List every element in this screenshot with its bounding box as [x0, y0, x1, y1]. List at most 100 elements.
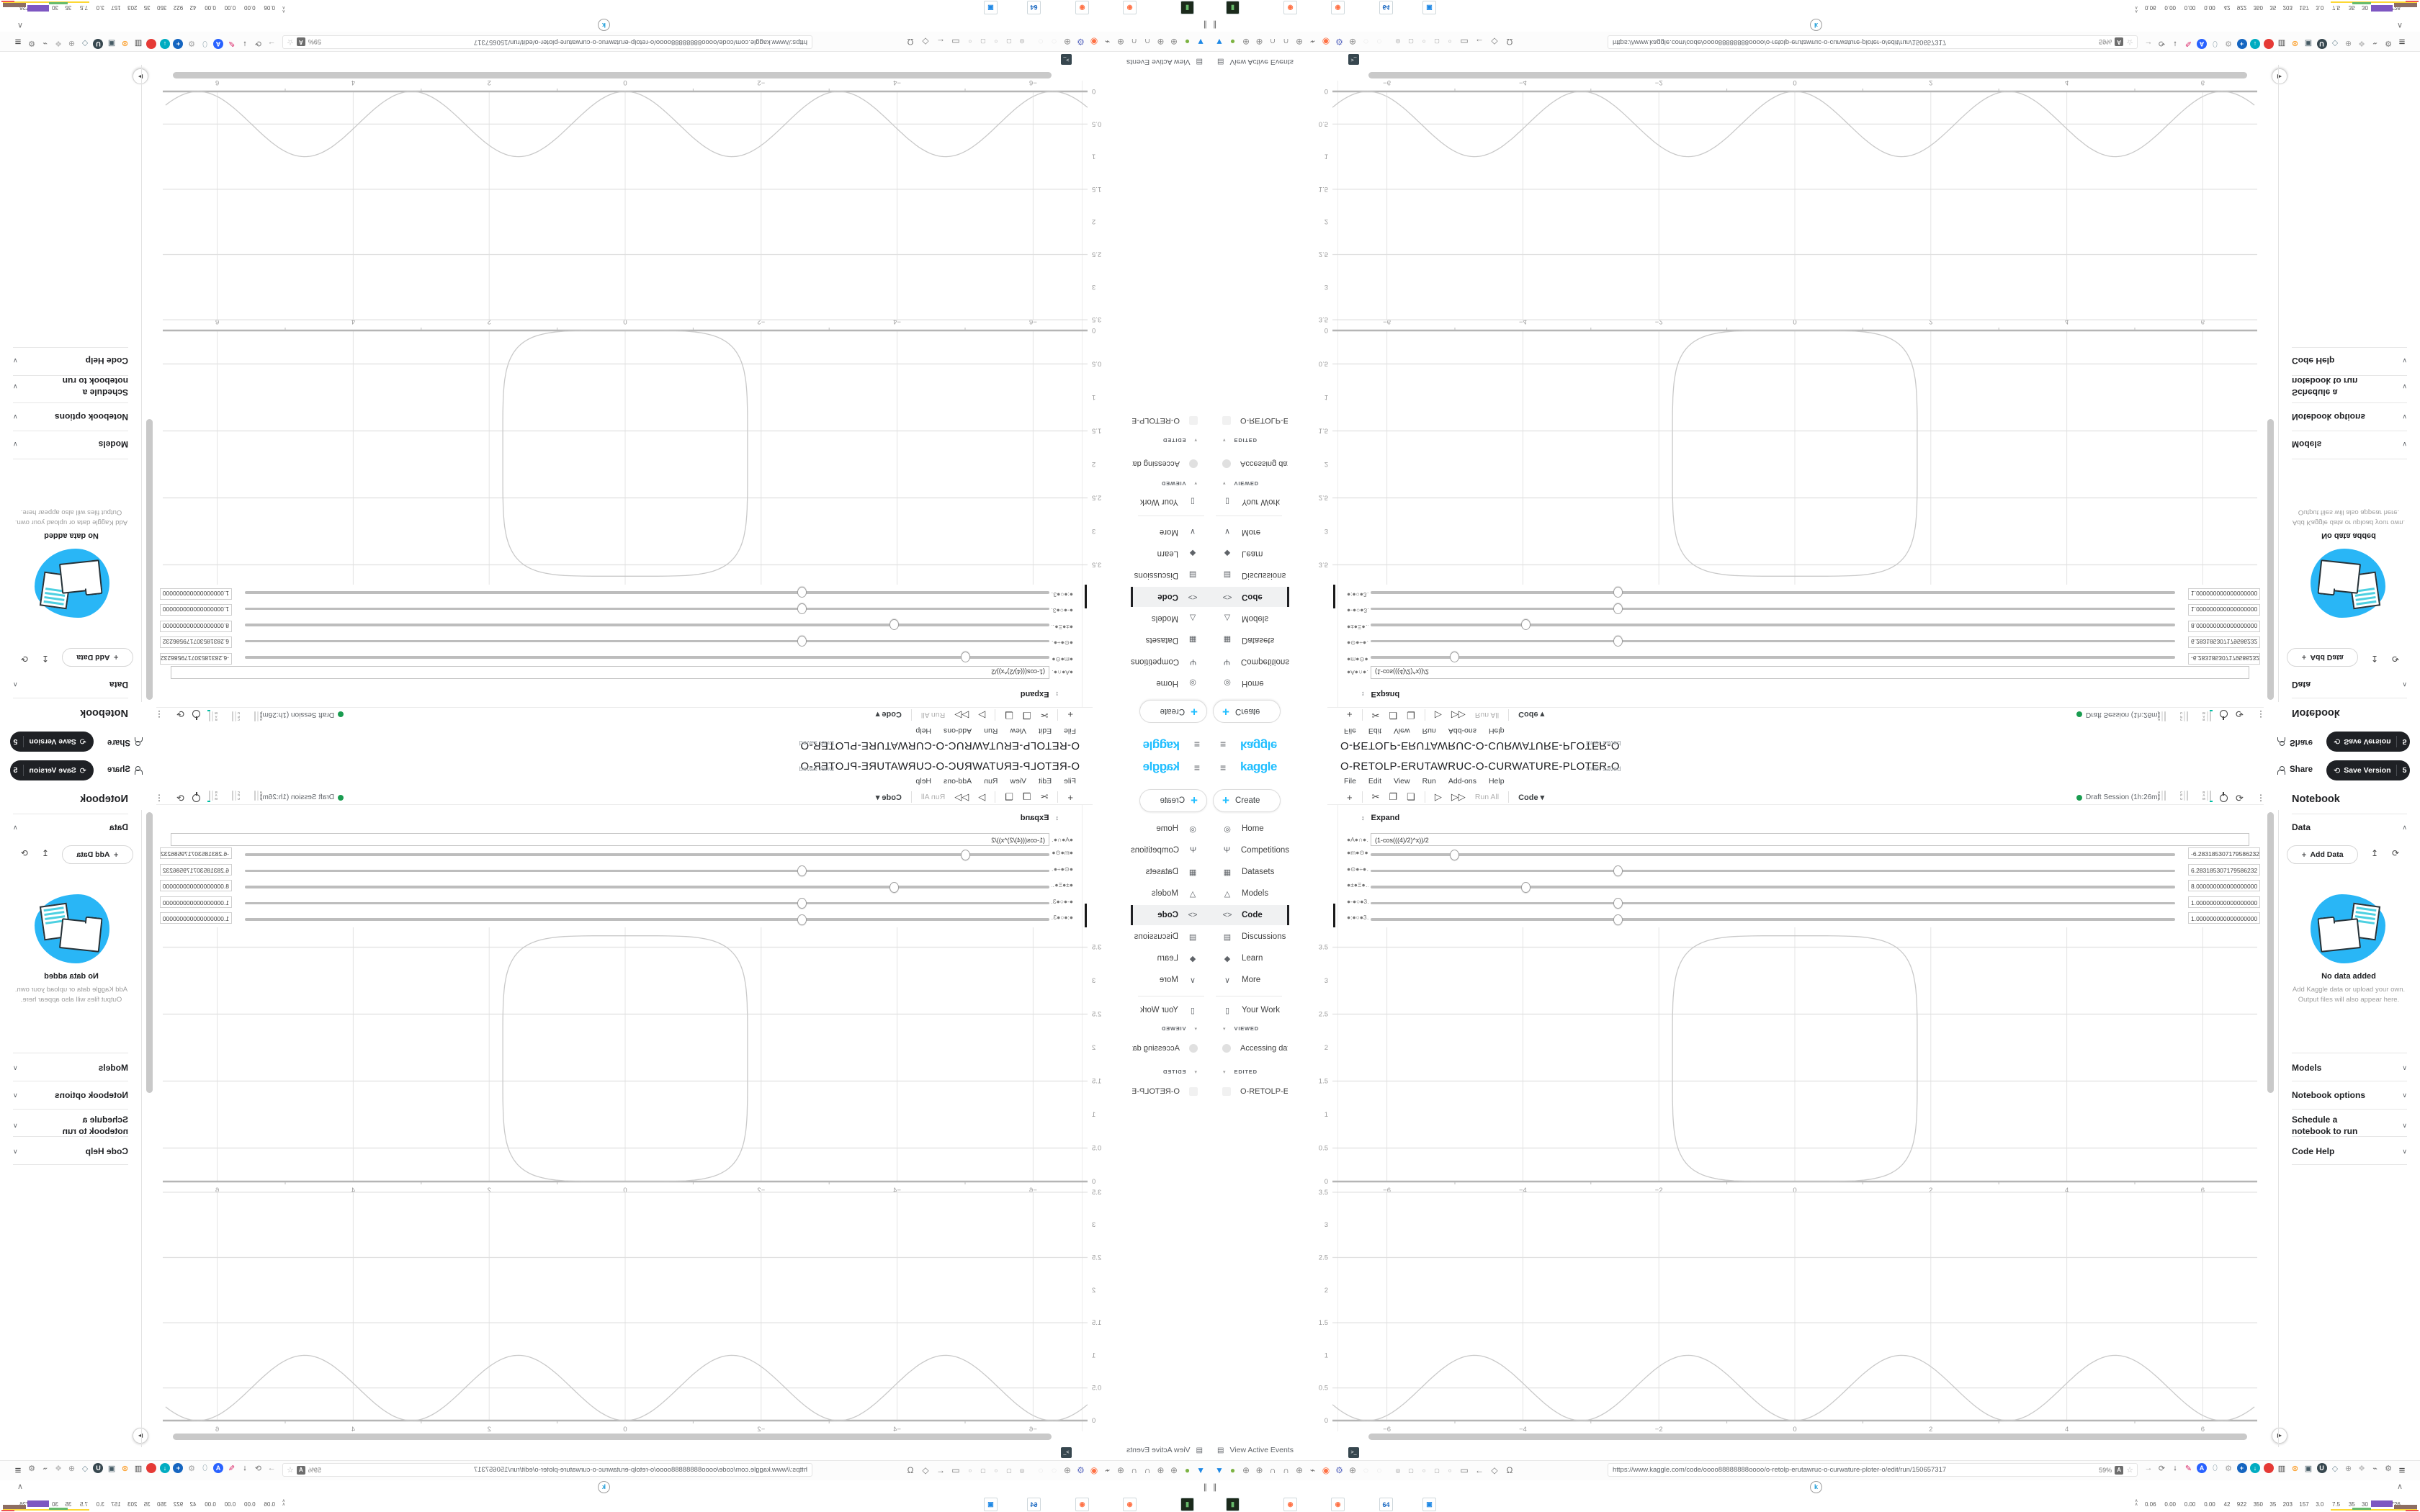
sidebar-item-models[interactable]: △ Models [1131, 883, 1210, 904]
nav-toggle-icon[interactable]: ▢ [1408, 1467, 1414, 1474]
slider-handle[interactable] [960, 849, 970, 860]
panel-section-schedule-a-notebook-to-run[interactable]: Schedule a notebook to run ∨ [2292, 1115, 2407, 1136]
sidebar-item-code[interactable]: <> Code [1210, 905, 1289, 925]
globe2-icon[interactable]: ⊕ [1157, 37, 1165, 47]
add-data-button[interactable]: + Add Data [2287, 845, 2358, 864]
globe-gray-icon[interactable]: ⊕ [2344, 39, 2352, 48]
sidebar-item-models[interactable]: △ Models [1131, 608, 1210, 629]
add-cell-icon[interactable]: + [1347, 709, 1353, 721]
shield-icon[interactable]: ◇ [922, 37, 929, 47]
proxy-dot-icon[interactable]: ● [1229, 1465, 1236, 1475]
run-all-button[interactable]: Run All [1474, 711, 1500, 719]
upload-icon[interactable]: ↥ [2371, 848, 2379, 858]
wrench-icon[interactable]: ⌁ [1104, 37, 1111, 47]
lock-icon[interactable]: Ω [907, 37, 914, 47]
translate-badge-icon[interactable]: A [2115, 1465, 2124, 1475]
sidebar-item-view-active-events[interactable]: ▤ View Active Events [1217, 1446, 1294, 1454]
run-all-icon[interactable]: ▷▷ [954, 791, 969, 802]
hamburger-menu-icon[interactable]: ≡ [1220, 762, 1227, 773]
slider-track[interactable] [1371, 603, 2175, 614]
menu-edit[interactable]: Edit [1038, 726, 1052, 735]
slider-track[interactable] [1371, 898, 2175, 909]
nav-toggle-icon[interactable]: ◎ [1395, 38, 1401, 45]
panel-section-code-help[interactable]: Code Help ∨ [13, 1146, 128, 1156]
pause-icon[interactable]: ∥ [1213, 20, 1218, 29]
formula-input[interactable]: (1-cos(((4)/2)^x))/2 [171, 833, 1049, 846]
location-pin-icon[interactable]: ▼ [1196, 1465, 1205, 1475]
power-icon[interactable] [2220, 710, 2228, 718]
run-all-icon[interactable]: ▷▷ [954, 710, 969, 721]
headset2-icon[interactable]: ∩ [1131, 37, 1137, 47]
sidebar-item-competitions[interactable]: Ψ Competitions [1210, 840, 1289, 860]
menu-file[interactable]: File [1064, 726, 1076, 735]
container-icon[interactable]: ▣ [107, 1464, 116, 1473]
menu-file[interactable]: File [1344, 777, 1356, 786]
globe4-icon[interactable]: ⊕ [1348, 37, 1357, 47]
panel-section-models[interactable]: Models ∨ [2292, 1063, 2407, 1073]
slider-value-input[interactable]: 8.000000000000000000 [160, 620, 232, 632]
panel-section-schedule-a-notebook-to-run[interactable]: Schedule a notebook to run ∨ [13, 1115, 128, 1136]
sidebar-item-code[interactable]: <> Code [1210, 587, 1289, 607]
puzzle-icon[interactable]: ❖ [2358, 39, 2365, 48]
cell-type-dropdown[interactable]: Code ▾ [875, 710, 902, 719]
globe-icon[interactable]: ⊕ [1242, 1465, 1250, 1475]
menu-edit[interactable]: Edit [1368, 726, 1382, 735]
add-cell-icon[interactable]: + [1067, 791, 1073, 803]
kaggle-logo[interactable]: kaggle [1240, 739, 1277, 752]
url-bar[interactable]: https://www.kaggle.com/code/oooo88888888… [282, 1463, 812, 1477]
version-count[interactable]: 5 [2402, 766, 2407, 775]
power-icon[interactable] [192, 710, 200, 718]
browser-menu-icon[interactable]: ≡ [14, 1464, 22, 1477]
ghost-icon[interactable]: ◌ [1363, 1465, 1369, 1475]
cell-type-dropdown[interactable]: Code ▾ [1518, 710, 1545, 719]
paste-cell-icon[interactable]: ❏ [1407, 791, 1415, 802]
scroll-right-button[interactable]: ▶ [133, 1428, 148, 1444]
slider-track[interactable] [1371, 619, 2175, 631]
sidebar-item-your-work[interactable]: ▯ Your Work [1210, 492, 1289, 512]
nav-toggle-icon[interactable]: ○ [1448, 38, 1452, 45]
nav-toggle-icon[interactable]: ○ [968, 38, 972, 45]
downloader-icon[interactable]: ↓ [2250, 1463, 2260, 1473]
trash-icon[interactable]: ▥ [2277, 39, 2286, 48]
translate-badge-icon[interactable]: A [296, 37, 305, 47]
browser-menu-icon[interactable]: ≡ [2398, 35, 2406, 48]
sidebar-item-home[interactable]: ◎ Home [1210, 673, 1289, 693]
proxy-dot-icon[interactable]: ● [1184, 1465, 1191, 1475]
puzzle-icon[interactable]: ❖ [55, 39, 62, 48]
bookmark-star-icon[interactable]: ☆ [2126, 1466, 2133, 1475]
screenshot-tray-icon[interactable]: ▣ [1422, 1, 1436, 14]
sidebar-item-discussions[interactable]: ▤ Discussions [1210, 927, 1289, 947]
sidebar-item-your-work[interactable]: ▯ Your Work [1210, 1000, 1289, 1020]
sidebar-item-your-work[interactable]: ▯ Your Work [1131, 492, 1210, 512]
plus-blue-icon[interactable]: + [2236, 39, 2247, 49]
restart-icon[interactable]: ⟳ [176, 793, 184, 804]
menu-addons[interactable]: Add-ons [944, 777, 972, 786]
slider-value-input[interactable]: -6.283185307179586232 [160, 653, 232, 665]
save-version-button[interactable]: ⟲ Save Version 5 [2326, 760, 2410, 780]
ghost-icon[interactable]: ◌ [1363, 37, 1369, 47]
horizontal-scrollbar[interactable] [1368, 72, 2247, 78]
slider-value-input[interactable]: 1.000000000000000000 [2188, 896, 2260, 908]
proxy-dot-icon[interactable]: ● [1184, 37, 1191, 47]
tab-chevron-icon[interactable]: ∧ [17, 1482, 23, 1491]
slider-track[interactable] [245, 587, 1049, 598]
wrench-icon[interactable]: ⌁ [1309, 37, 1316, 47]
cut-cell-icon[interactable]: ✂ [1040, 710, 1049, 721]
sidebar-group-edited[interactable]: ▾ EDITED [1210, 1068, 1289, 1075]
sidebar-recent-item[interactable]: Accessing datasets wi... [1210, 1044, 1289, 1053]
url-bar[interactable]: https://www.kaggle.com/code/oooo88888888… [1608, 1463, 2138, 1477]
sidebar-recent-item[interactable]: Accessing datasets wi... [1210, 459, 1289, 468]
slider-value-input[interactable]: -6.283185307179586232 [160, 847, 232, 859]
sidebar-item-your-work[interactable]: ▯ Your Work [1131, 1000, 1210, 1020]
run-all-button[interactable]: Run All [1474, 793, 1500, 801]
slider-handle[interactable] [797, 635, 807, 647]
kaggle-logo[interactable]: kaggle [1143, 739, 1180, 752]
nav-toggle-icon[interactable]: ○ [1448, 1467, 1452, 1474]
sidebar-item-view-active-events[interactable]: ▤ View Active Events [1126, 1446, 1203, 1454]
scroll-right-button[interactable]: ▶ [2272, 68, 2287, 84]
upload-icon[interactable]: ↥ [2371, 654, 2379, 664]
panel-section-models[interactable]: Models ∨ [13, 439, 128, 449]
slider-handle[interactable] [1450, 849, 1460, 860]
paste-cell-icon[interactable]: ❏ [1407, 710, 1415, 721]
add-data-button[interactable]: + Add Data [62, 648, 133, 667]
